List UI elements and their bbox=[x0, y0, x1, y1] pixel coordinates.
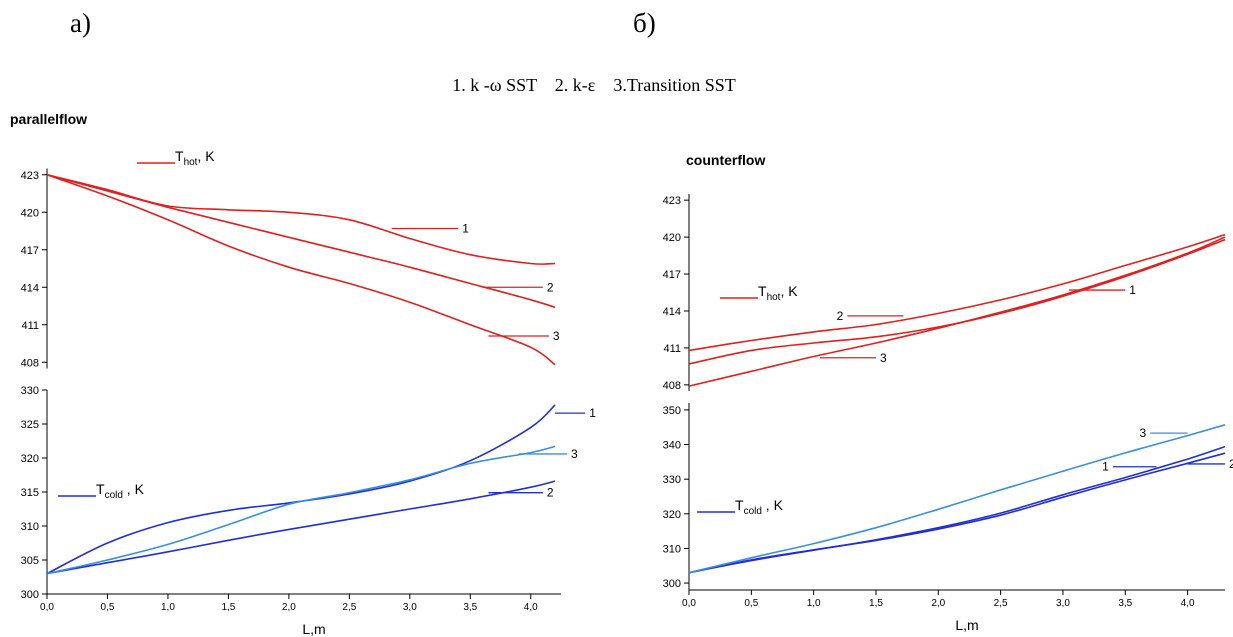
y-tick-label: 423 bbox=[663, 195, 681, 207]
y-tick-label: 408 bbox=[663, 380, 681, 392]
y-tick-label: 325 bbox=[21, 419, 39, 431]
x-axis-label: L,m bbox=[302, 621, 325, 637]
x-tick-label: 3,0 bbox=[1056, 598, 1070, 609]
y-tick-label: 330 bbox=[21, 385, 39, 397]
series-hot-3 bbox=[688, 236, 1226, 387]
marker-label-1: 1 bbox=[1102, 460, 1109, 474]
x-tick-label: 1,0 bbox=[161, 602, 175, 613]
x-tick-label: 1,0 bbox=[807, 598, 821, 609]
marker-label-1: 1 bbox=[589, 406, 596, 420]
label-cold: Tcold , K bbox=[735, 497, 784, 517]
panel-hot: 408 411 414 417 420 423 1 2 3 Thot, K bbox=[663, 194, 1226, 392]
y-tick-label: 420 bbox=[663, 232, 681, 244]
x-tick-label: 4,0 bbox=[524, 602, 538, 613]
y-tick-label: 414 bbox=[21, 282, 39, 294]
series-cold-3 bbox=[688, 424, 1226, 574]
series-hot-3 bbox=[46, 174, 556, 366]
plots-group: parallelflow 408 411 414 417 420 423 1 2 3 Thot, K… bbox=[10, 111, 1233, 637]
x-tick-label: 2,0 bbox=[931, 598, 945, 609]
x-tick-label: 3,5 bbox=[1118, 598, 1132, 609]
x-tick-label: 0,0 bbox=[682, 598, 696, 609]
series-hot-2 bbox=[688, 233, 1226, 352]
y-tick-label: 411 bbox=[21, 320, 39, 332]
chart-counterflow: counterflow 408 411 414 417 420 423 1 2 3 Thot, K 3… bbox=[663, 152, 1233, 633]
x-tick-label: 0,0 bbox=[40, 602, 54, 613]
y-tick-label: 315 bbox=[21, 487, 39, 499]
x-tick-label: 3,5 bbox=[463, 602, 477, 613]
panel-hot: 408 411 414 417 420 423 1 2 3 Thot, K bbox=[21, 148, 560, 369]
y-tick-label: 414 bbox=[663, 306, 681, 318]
marker-label-2: 2 bbox=[547, 280, 554, 294]
x-axis-label: L,m bbox=[955, 617, 978, 633]
marker-label-2: 2 bbox=[1229, 457, 1233, 471]
x-tick-label: 4,0 bbox=[1181, 598, 1195, 609]
method-legend: 1. k -ω SST 2. k-ε 3.Transition SST bbox=[452, 75, 735, 95]
marker-label-2: 2 bbox=[837, 309, 844, 323]
x-tick-label: 2,5 bbox=[342, 602, 356, 613]
y-tick-label: 310 bbox=[21, 521, 39, 533]
marker-label-2: 2 bbox=[547, 486, 554, 500]
panel-cold: 300 310 320 330 340 350 1 2 3 Tcold , K bbox=[663, 403, 1233, 590]
series-cold-3 bbox=[46, 445, 556, 575]
label-right: б) bbox=[633, 8, 656, 38]
panel-cold: 300 305 310 315 320 325 330 1 2 3 Tcold , K bbox=[21, 385, 597, 601]
x-tick-label: 2,0 bbox=[282, 602, 296, 613]
y-tick-label: 408 bbox=[21, 357, 39, 369]
y-tick-label: 340 bbox=[663, 440, 681, 452]
x-tick-label: 0,5 bbox=[744, 598, 758, 609]
y-tick-label: 330 bbox=[663, 474, 681, 486]
y-tick-label: 300 bbox=[663, 578, 681, 590]
y-tick-label: 310 bbox=[663, 543, 681, 555]
marker-label-1: 1 bbox=[462, 222, 469, 236]
marker-label-1: 1 bbox=[1129, 283, 1136, 297]
y-tick-label: 417 bbox=[21, 245, 39, 257]
label-hot: Thot, K bbox=[758, 283, 798, 303]
series-hot-2 bbox=[46, 174, 556, 309]
y-tick-label: 305 bbox=[21, 555, 39, 567]
x-tick-label: 2,5 bbox=[994, 598, 1008, 609]
y-tick-label: 350 bbox=[663, 405, 681, 417]
x-tick-label: 1,5 bbox=[221, 602, 235, 613]
series-cold-2 bbox=[688, 445, 1226, 574]
chart-title: parallelflow bbox=[10, 111, 87, 127]
y-tick-label: 420 bbox=[21, 207, 39, 219]
label-left: а) bbox=[70, 8, 91, 38]
chart-parallelflow: parallelflow 408 411 414 417 420 423 1 2 3 Thot, K… bbox=[10, 111, 596, 637]
marker-label-3: 3 bbox=[1140, 426, 1147, 440]
y-tick-label: 320 bbox=[663, 509, 681, 521]
y-tick-label: 423 bbox=[21, 170, 39, 182]
x-tick-label: 0,5 bbox=[101, 602, 115, 613]
series-hot-1 bbox=[46, 174, 556, 265]
y-tick-label: 300 bbox=[21, 589, 39, 601]
marker-label-3: 3 bbox=[880, 351, 887, 365]
label-cold: Tcold , K bbox=[96, 481, 145, 501]
label-hot: Thot, K bbox=[175, 148, 215, 168]
chart-title: counterflow bbox=[686, 152, 765, 168]
y-tick-label: 411 bbox=[663, 343, 681, 355]
x-tick-label: 1,5 bbox=[869, 598, 883, 609]
y-tick-label: 320 bbox=[21, 453, 39, 465]
y-tick-label: 417 bbox=[663, 269, 681, 281]
x-tick-label: 3,0 bbox=[403, 602, 417, 613]
marker-label-3: 3 bbox=[553, 329, 560, 343]
marker-label-3: 3 bbox=[571, 447, 578, 461]
